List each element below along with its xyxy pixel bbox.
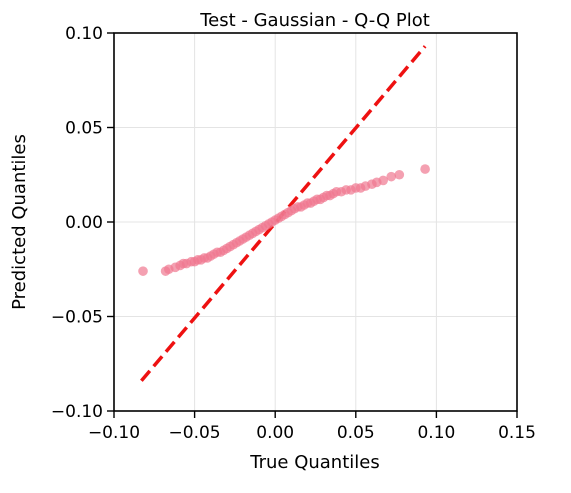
y-axis-ticks: −0.10 −0.05 0.00 0.05 0.10	[51, 24, 114, 422]
y-tick-label-3: 0.05	[65, 119, 103, 139]
y-tick-label-0: −0.10	[51, 402, 103, 422]
chart-title: Test - Gaussian - Q-Q Plot	[199, 10, 430, 31]
y-axis-label: Predicted Quantiles	[9, 134, 30, 310]
data-point-61	[378, 175, 389, 186]
data-point-62	[386, 171, 397, 182]
data-point-64	[420, 164, 430, 174]
data-point-0	[138, 266, 148, 276]
y-tick-label-1: −0.05	[51, 308, 103, 328]
x-tick-label-0: −0.10	[88, 423, 140, 443]
x-axis-label: True Quantiles	[249, 452, 379, 473]
data-point-63	[394, 169, 405, 180]
x-tick-label-1: −0.05	[169, 423, 221, 443]
x-tick-label-2: 0.00	[256, 423, 294, 443]
data-points	[138, 164, 430, 276]
x-tick-label-3: 0.05	[337, 423, 375, 443]
grid-lines	[113, 32, 518, 412]
y-tick-label-4: 0.10	[65, 24, 103, 44]
y-tick-label-2: 0.00	[65, 213, 103, 233]
x-tick-label-5: 0.15	[498, 423, 536, 443]
x-tick-label-4: 0.10	[417, 423, 455, 443]
x-axis-ticks: −0.10 −0.05 0.00 0.05 0.10 0.15	[88, 411, 536, 443]
